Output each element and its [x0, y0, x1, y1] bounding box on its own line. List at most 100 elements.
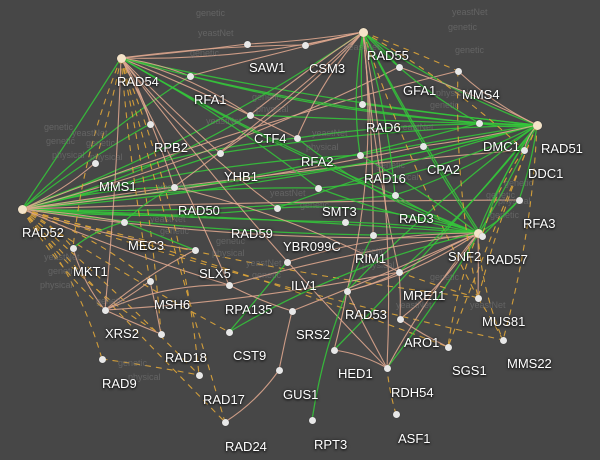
graph-edge — [249, 31, 364, 116]
graph-node-rad50[interactable] — [170, 183, 178, 191]
graph-node-cpa2[interactable] — [419, 142, 427, 150]
graph-node-cst9[interactable] — [225, 328, 233, 336]
graph-node-ilv1[interactable] — [283, 258, 291, 266]
graph-edge — [21, 208, 374, 236]
graph-edge — [447, 232, 479, 348]
graph-edge — [228, 232, 479, 333]
graph-edge — [518, 124, 538, 201]
graph-edge — [120, 57, 298, 139]
graph-edge — [219, 124, 538, 154]
graph-node-rad18[interactable] — [157, 330, 165, 338]
graph-edge — [278, 310, 293, 371]
graph-node-xrs2[interactable] — [101, 306, 109, 314]
graph-node-rdh54[interactable] — [383, 364, 391, 372]
graph-node-rad3[interactable] — [391, 191, 399, 199]
graph-node-rfa1[interactable] — [186, 72, 194, 80]
graph-node-label-msh6: MSH6 — [154, 297, 191, 312]
graph-node-label-rad3: RAD3 — [399, 211, 434, 226]
graph-edge — [120, 57, 191, 77]
graph-node-rfa3[interactable] — [515, 196, 523, 204]
graph-node-hed1[interactable] — [330, 346, 338, 354]
graph-edge — [123, 186, 175, 223]
graph-node-label-rim1: RIM1 — [355, 251, 387, 266]
graph-node-rad52[interactable] — [17, 204, 27, 214]
graph-node-label-rad17: RAD17 — [203, 392, 245, 407]
graph-node-rad6[interactable] — [358, 100, 366, 108]
graph-node-sgs1[interactable] — [444, 343, 452, 351]
graph-node-ybr099c[interactable] — [341, 218, 349, 226]
graph-edge — [21, 208, 74, 249]
graph-node-label-ilv1: ILV1 — [291, 278, 317, 293]
graph-node-rpa135[interactable] — [225, 281, 233, 289]
graph-node-dmc1[interactable] — [475, 119, 483, 127]
graph-node-snf2[interactable] — [473, 228, 483, 238]
graph-node-mre11[interactable] — [395, 268, 403, 276]
graph-node-aro1[interactable] — [396, 315, 404, 323]
graph-node-yhb1[interactable] — [216, 149, 224, 157]
graph-edge — [21, 154, 361, 210]
graph-node-rad9[interactable] — [98, 355, 106, 363]
graph-edge — [219, 31, 364, 154]
graph-node-asf1[interactable] — [392, 410, 400, 418]
graph-edge — [21, 70, 459, 210]
graph-edge — [457, 70, 479, 299]
graph-edge — [120, 57, 162, 335]
graph-node-label-ybr099c: YBR099C — [283, 239, 341, 254]
graph-node-rad17[interactable] — [195, 371, 203, 379]
graph-node-mus81[interactable] — [474, 294, 482, 302]
graph-node-rpb2[interactable] — [146, 120, 154, 128]
graph-node-slx5[interactable] — [191, 246, 199, 254]
graph-node-mkt1[interactable] — [69, 244, 77, 252]
graph-node-label-rfa2: RFA2 — [301, 154, 334, 169]
graph-node-mms1[interactable] — [91, 159, 99, 167]
graph-edge — [21, 208, 483, 239]
graph-node-csm3[interactable] — [301, 41, 309, 49]
graph-node-ctf4[interactable] — [246, 111, 254, 119]
graph-edge — [344, 221, 479, 234]
graph-node-rad57[interactable] — [478, 232, 486, 240]
graph-node-mec3[interactable] — [120, 218, 128, 226]
graph-node-mms4[interactable] — [454, 67, 462, 75]
graph-node-label-rad51: RAD51 — [541, 141, 583, 156]
graph-node-rad51[interactable] — [532, 120, 542, 130]
graph-edge — [72, 247, 106, 311]
graph-edge — [189, 31, 364, 77]
graph-node-gus1[interactable] — [275, 366, 283, 374]
graph-edge — [104, 57, 122, 311]
graph-edge — [72, 57, 122, 249]
graph-edge — [21, 75, 191, 210]
graph-node-rad59[interactable] — [273, 204, 281, 212]
graph-node-label-ctf4: CTF4 — [254, 131, 287, 146]
graph-node-srs2[interactable] — [288, 307, 296, 315]
graph-node-saw1[interactable] — [243, 40, 251, 48]
graph-node-msh6[interactable] — [146, 277, 154, 285]
graph-edge — [422, 124, 538, 147]
graph-node-ddc1[interactable] — [520, 146, 528, 154]
graph-node-mms22[interactable] — [499, 336, 507, 344]
graph-node-rad54[interactable] — [116, 53, 126, 63]
graph-node-rad55[interactable] — [358, 27, 368, 37]
graph-edge — [21, 208, 200, 376]
graph-node-rad24[interactable] — [221, 418, 229, 426]
graph-node-label-smt3: SMT3 — [322, 204, 357, 219]
graph-node-label-rpt3: RPT3 — [314, 437, 348, 452]
graph-edge — [101, 358, 200, 376]
graph-node-smt3[interactable] — [314, 184, 322, 192]
graph-node-label-slx5: SLX5 — [199, 266, 231, 281]
graph-node-rim1[interactable] — [369, 231, 377, 239]
graph-node-label-hed1: HED1 — [338, 366, 373, 381]
graph-node-label-rad54: RAD54 — [117, 74, 159, 89]
graph-node-label-snf2: SNF2 — [448, 249, 482, 264]
graph-edge — [346, 271, 400, 292]
graph-node-rfa2[interactable] — [293, 134, 301, 142]
graph-node-gfa1[interactable] — [395, 63, 403, 71]
graph-node-rad53[interactable] — [343, 287, 351, 295]
graph-edge — [276, 124, 538, 209]
graph-edge — [362, 31, 525, 151]
graph-node-label-rad57: RAD57 — [486, 252, 528, 267]
graph-node-rpt3[interactable] — [308, 416, 316, 424]
graph-node-rad16[interactable] — [356, 151, 364, 159]
graph-node-label-sgs1: SGS1 — [452, 363, 487, 378]
